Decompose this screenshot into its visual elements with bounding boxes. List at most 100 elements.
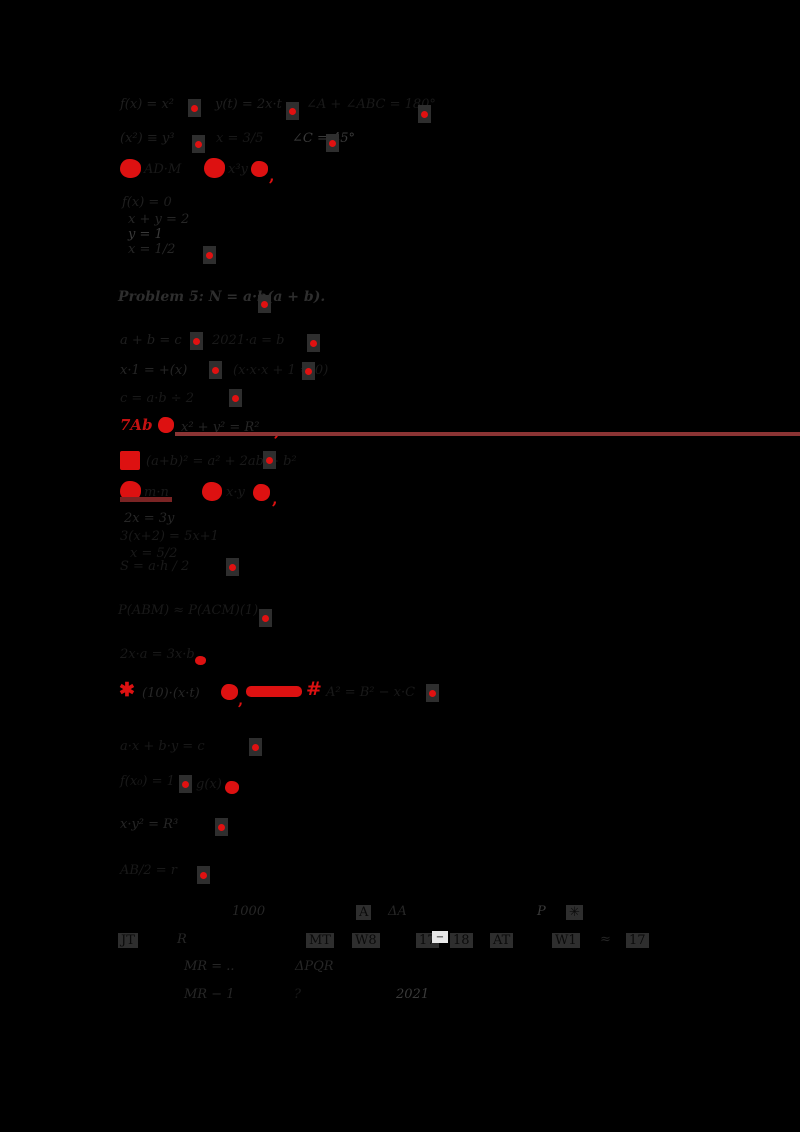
equation-text: AT — [490, 933, 514, 948]
red-dot-mark — [195, 140, 202, 148]
red-blob-mark — [251, 161, 268, 177]
red-dot-mark — [418, 105, 431, 123]
red-blob-mark — [221, 684, 238, 700]
equation-text: R — [177, 932, 187, 947]
red-dot-mark — [215, 818, 228, 836]
equation-text: x = 1/2 — [128, 242, 176, 257]
equation-text: W8 — [352, 933, 380, 948]
red-glyph-mark: ✱ — [119, 679, 135, 701]
red-annotation-text: 7Ab — [120, 416, 153, 434]
equation-text: ? — [294, 987, 301, 1002]
red-blob-mark — [202, 482, 222, 501]
red-glyph-mark: , — [238, 691, 244, 709]
red-dot-mark — [266, 456, 273, 464]
equation-text: ΔPQR — [295, 959, 334, 974]
red-dot-mark — [191, 104, 198, 112]
red-dot-mark — [302, 362, 315, 380]
equation-text: x·y — [226, 485, 245, 500]
equation-text: 18 — [450, 933, 473, 948]
equation-text: P — [537, 904, 546, 919]
red-dot-mark — [188, 99, 201, 117]
equation-text: 2021 — [396, 987, 430, 1002]
red-dot-mark — [263, 451, 276, 469]
red-dot-mark — [258, 295, 271, 313]
equation-text: c = a·b ÷ 2 — [120, 391, 195, 406]
red-strike-line — [175, 432, 800, 436]
red-dot-mark — [179, 775, 192, 793]
equation-text: m·n — [144, 485, 169, 500]
red-square-mark — [120, 451, 140, 470]
red-blob-mark — [158, 417, 174, 433]
equation-text: a·x + b·y = c — [120, 739, 205, 754]
equation-text: f(x) = 0 — [122, 195, 172, 210]
equation-text: x = 3/5 — [216, 131, 264, 146]
red-dot-mark — [212, 366, 219, 374]
highlight-box: − — [432, 931, 448, 943]
red-dot-mark — [197, 866, 210, 884]
red-dot-mark — [226, 558, 239, 576]
red-dot-mark — [259, 609, 272, 627]
red-dot-mark — [286, 102, 299, 120]
red-dot-mark — [307, 334, 320, 352]
equation-text: x³y — [228, 162, 248, 177]
red-dot-mark — [200, 871, 207, 879]
red-dot-mark — [252, 743, 259, 751]
equation-text: x + y = 2 — [128, 212, 190, 227]
equation-text: AB/2 = r — [120, 863, 177, 878]
red-dot-mark — [421, 110, 428, 118]
equation-text: 1000 — [232, 904, 266, 919]
red-dot-mark — [203, 246, 216, 264]
equation-text: MR = .. — [184, 959, 235, 974]
red-dot-mark — [262, 614, 269, 622]
equation-text: MT — [306, 933, 334, 948]
red-dot-mark — [429, 689, 436, 697]
equation-text: x = 5/2 — [130, 546, 178, 561]
equation-text: 2x = 3y — [124, 511, 175, 526]
red-dot-mark — [310, 339, 317, 347]
equation-text: W1 — [552, 933, 580, 948]
equation-text: 2x·a = 3x·b — [120, 647, 195, 662]
equation-text: x² + y² = R² — [181, 420, 260, 435]
red-dot-mark — [229, 563, 236, 571]
red-dot-mark — [329, 139, 336, 147]
red-blob-mark — [195, 656, 206, 665]
red-dot-mark — [193, 337, 200, 345]
red-scribble-mark — [246, 686, 302, 697]
red-blob-mark — [120, 481, 141, 501]
equation-text: (x²) ≡ y³ — [120, 131, 175, 146]
red-glyph-mark: # — [306, 678, 322, 700]
equation-text: JT — [118, 933, 138, 948]
equation-text: 3(x+2) = 5x+1 — [120, 529, 219, 544]
equation-text: P(ABM) ≈ P(ACM)(1) — [118, 603, 259, 618]
equation-text: 17 — [626, 933, 649, 948]
red-dot-mark — [192, 135, 205, 153]
equation-text: y = 1 — [128, 227, 163, 242]
equation-text: MR − 1 — [184, 987, 235, 1002]
red-dot-mark — [206, 251, 213, 259]
equation-text: ∠C = 45° — [292, 131, 356, 146]
equation-text: A² = B² − x·C — [326, 685, 416, 700]
equation-text: AD·M — [144, 162, 182, 177]
equation-text: (10)·(x·t) — [142, 686, 200, 701]
red-blob-mark — [225, 781, 239, 794]
equation-text: (a+b)² = a² + 2ab + b² — [146, 454, 297, 469]
red-dot-mark — [190, 332, 203, 350]
equation-text: g(x) — [196, 777, 222, 792]
equation-text: S = a·h / 2 — [120, 559, 190, 574]
red-dot-mark — [232, 394, 239, 402]
red-dot-mark — [218, 823, 225, 831]
red-dot-mark — [261, 300, 268, 308]
equation-text: x·1 = +(x) — [120, 363, 188, 378]
red-dot-mark — [229, 389, 242, 407]
equation-text: A — [356, 905, 372, 920]
equation-text: a + b = c — [120, 333, 182, 348]
red-dot-mark — [326, 134, 339, 152]
red-dot-mark — [209, 361, 222, 379]
red-underline-mark — [120, 497, 172, 502]
red-dot-mark — [182, 780, 189, 788]
heading-text: Problem 5: N = a·b(a + b). — [118, 289, 326, 305]
equation-text: ✳ — [566, 905, 583, 920]
red-glyph-mark: , — [272, 489, 278, 508]
equation-text: x·y² = R³ — [120, 817, 179, 832]
